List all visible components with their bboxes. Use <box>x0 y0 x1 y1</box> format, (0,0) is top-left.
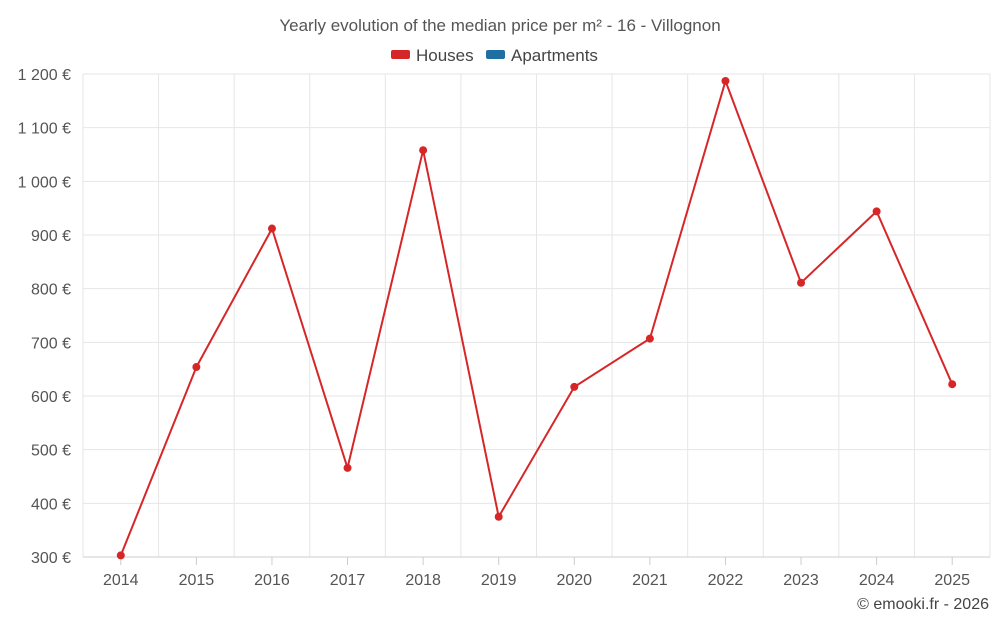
y-tick-label: 900 € <box>31 228 71 245</box>
legend-swatch-houses <box>391 50 410 59</box>
y-tick-label: 500 € <box>31 443 71 460</box>
y-tick-label: 400 € <box>31 496 71 513</box>
legend-label-apartments: Apartments <box>511 46 598 65</box>
data-point[interactable] <box>267 224 276 233</box>
legend-item-houses[interactable]: Houses <box>391 46 474 65</box>
data-point[interactable] <box>116 551 125 560</box>
x-tick-label: 2022 <box>708 572 744 589</box>
y-tick-label: 600 € <box>31 389 71 406</box>
chart-title: Yearly evolution of the median price per… <box>279 16 720 35</box>
data-point[interactable] <box>721 76 730 85</box>
data-point[interactable] <box>343 463 352 472</box>
data-point[interactable] <box>192 363 201 372</box>
x-tick-label: 2024 <box>859 572 895 589</box>
y-tick-label: 1 100 € <box>18 121 71 138</box>
x-tick-label: 2014 <box>103 572 139 589</box>
x-tick-label: 2021 <box>632 572 668 589</box>
grid <box>82 73 991 557</box>
x-tick-label: 2015 <box>179 572 215 589</box>
data-point[interactable] <box>797 278 806 287</box>
y-tick-label: 1 000 € <box>18 174 71 191</box>
x-tick-label: 2019 <box>481 572 517 589</box>
y-tick-label: 700 € <box>31 335 71 352</box>
data-point[interactable] <box>419 146 428 155</box>
y-tick-label: 300 € <box>31 550 71 567</box>
y-axis: 300 € 400 € 500 € 600 € 700 € 800 € 900 € 1 000… <box>18 67 71 567</box>
x-tick-label: 2017 <box>330 572 366 589</box>
x-tick-label: 2018 <box>405 572 441 589</box>
data-point[interactable] <box>872 207 881 216</box>
x-tick-label: 2025 <box>934 572 970 589</box>
data-point[interactable] <box>494 512 503 521</box>
credit-text: © emooki.fr - 2026 <box>857 596 989 613</box>
legend-item-apartments[interactable]: Apartments <box>486 46 598 65</box>
y-tick-label: 1 200 € <box>18 67 71 84</box>
x-axis: 2014 2015 2016 2017 2018 2019 2020 2021 2022 2023… <box>83 556 990 589</box>
series-houses <box>116 76 957 560</box>
data-point[interactable] <box>645 334 654 343</box>
data-point[interactable] <box>948 380 957 389</box>
x-tick-label: 2023 <box>783 572 819 589</box>
series-line <box>119 80 954 556</box>
legend[interactable]: Houses Apartments <box>391 46 598 65</box>
legend-swatch-apartments <box>486 50 505 59</box>
x-tick-label: 2016 <box>254 572 290 589</box>
data-point[interactable] <box>570 382 579 391</box>
x-tick-label: 2020 <box>556 572 592 589</box>
legend-label-houses: Houses <box>416 46 474 65</box>
y-tick-label: 800 € <box>31 282 71 299</box>
